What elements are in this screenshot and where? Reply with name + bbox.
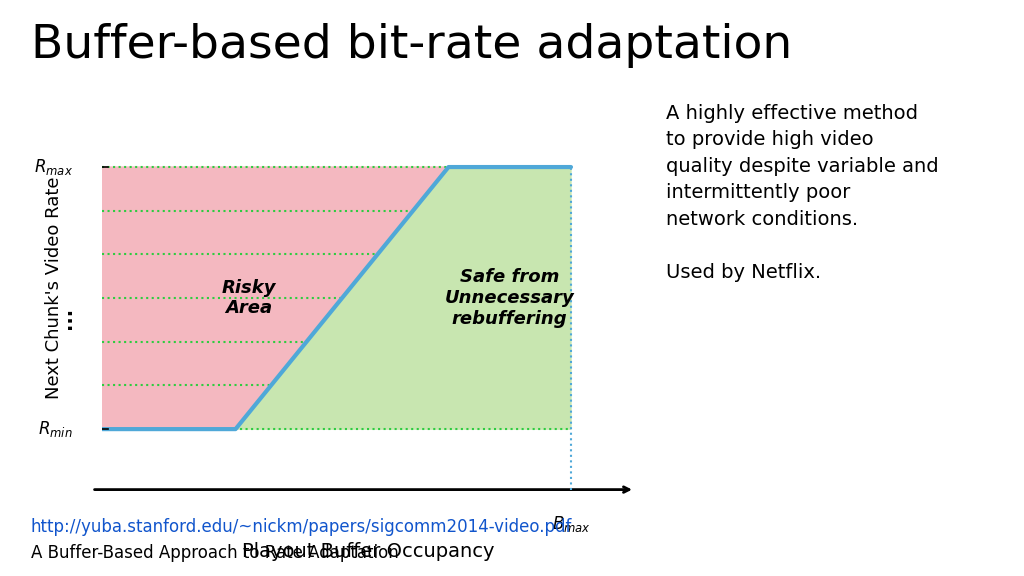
Text: Buffer-based bit-rate adaptation: Buffer-based bit-rate adaptation [31, 23, 792, 68]
Text: Safe from
Unnecessary
rebuffering: Safe from Unnecessary rebuffering [444, 268, 574, 328]
Text: A highly effective method
to provide high video
quality despite variable and
int: A highly effective method to provide hig… [666, 104, 938, 282]
Text: $R_{min}$: $R_{min}$ [39, 419, 73, 439]
Text: A Buffer-Based Approach to Rate Adaptation: A Buffer-Based Approach to Rate Adaptati… [31, 544, 398, 562]
Text: ...: ... [55, 307, 75, 329]
Polygon shape [102, 167, 449, 429]
Text: $B_{max}$: $B_{max}$ [552, 514, 591, 534]
Text: Next Chunk's Video Rate: Next Chunk's Video Rate [45, 177, 63, 399]
Text: http://yuba.stanford.edu/~nickm/papers/sigcomm2014-video.pdf: http://yuba.stanford.edu/~nickm/papers/s… [31, 518, 572, 536]
Polygon shape [236, 167, 571, 429]
Text: Playout Buffer Occupancy: Playout Buffer Occupancy [243, 542, 495, 561]
Text: Risky
Area: Risky Area [221, 279, 276, 317]
Text: $R_{max}$: $R_{max}$ [34, 157, 73, 177]
